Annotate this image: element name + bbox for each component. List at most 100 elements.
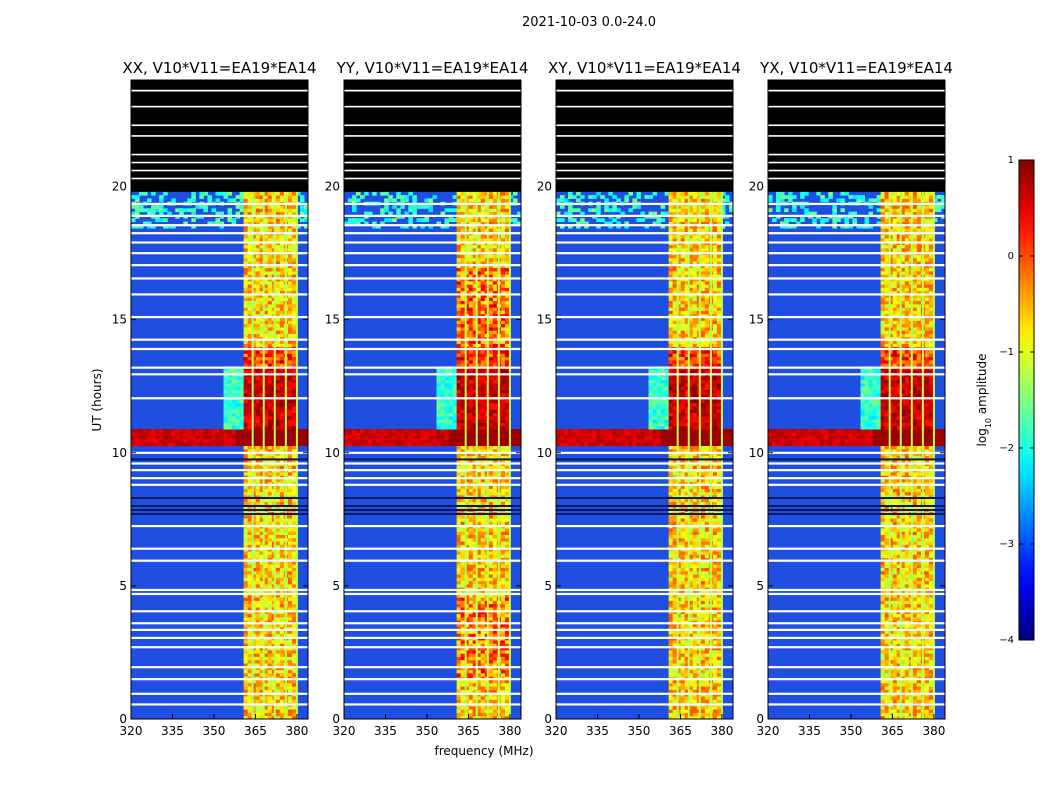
heatmap-cell xyxy=(441,403,446,407)
heatmap-cell xyxy=(280,617,285,621)
heatmap-cell xyxy=(280,310,285,314)
heatmap-cell xyxy=(457,686,462,690)
heatmap-cell xyxy=(292,429,297,433)
heatmap-cell xyxy=(292,531,297,535)
heatmap-cell xyxy=(445,383,450,387)
heatmap-cell xyxy=(489,403,494,407)
heatmap-cell xyxy=(461,419,466,423)
heatmap-cell xyxy=(449,409,454,413)
heatmap-cell xyxy=(244,383,249,387)
heatmap-cell xyxy=(256,686,261,690)
heatmap-cell xyxy=(276,357,281,361)
heatmap-cell xyxy=(280,350,285,354)
heatmap-cell xyxy=(292,376,297,380)
heatmap-cell xyxy=(481,320,486,324)
heatmap-cell xyxy=(461,304,466,308)
heatmap-cell xyxy=(461,706,466,710)
heatmap-cell xyxy=(493,287,498,291)
heatmap-cell xyxy=(276,353,281,357)
heatmap-cell xyxy=(276,324,281,328)
heatmap-cell xyxy=(513,198,518,202)
heatmap-cell xyxy=(280,363,285,367)
heatmap-cell xyxy=(256,403,261,407)
heatmap-cell xyxy=(240,439,245,443)
heatmap-cell xyxy=(457,320,462,324)
heatmap-cell xyxy=(505,363,510,367)
heatmap-cell xyxy=(457,386,462,390)
heatmap-cell xyxy=(280,320,285,324)
heatmap-cell xyxy=(513,218,518,222)
heatmap-cell xyxy=(203,436,208,440)
heatmap-cell xyxy=(481,581,486,585)
heatmap-cell xyxy=(276,195,281,199)
heatmap-cell xyxy=(300,429,305,433)
heatmap-cell xyxy=(163,429,168,433)
flagged-row xyxy=(131,232,308,234)
heatmap-cell xyxy=(441,399,446,403)
heatmap-cell xyxy=(348,218,353,222)
heatmap-cell xyxy=(445,432,450,436)
heatmap-cell xyxy=(481,492,486,496)
heatmap-cell xyxy=(505,380,510,384)
heatmap-cell xyxy=(505,518,510,522)
heatmap-cell xyxy=(445,409,450,413)
heatmap-cell xyxy=(248,403,253,407)
heatmap-cell xyxy=(493,380,498,384)
heatmap-cell xyxy=(344,442,349,446)
heatmap-cell xyxy=(248,571,253,575)
heatmap-cell xyxy=(461,656,466,660)
heatmap-cell xyxy=(505,472,510,476)
heatmap-cell xyxy=(280,531,285,535)
heatmap-cell xyxy=(501,446,506,450)
heatmap-cell xyxy=(256,699,261,703)
heatmap-cell xyxy=(481,604,486,608)
heatmap-cell xyxy=(292,380,297,384)
heatmap-cell xyxy=(244,198,249,202)
heatmap-cell xyxy=(457,604,462,608)
heatmap-cell xyxy=(236,422,241,426)
heatmap-cell xyxy=(380,432,385,436)
heatmap-cell xyxy=(489,571,494,575)
heatmap-cell xyxy=(457,518,462,522)
heatmap-cell xyxy=(461,528,466,532)
heatmap-cell xyxy=(248,287,253,291)
heatmap-cell xyxy=(501,297,506,301)
heatmap-cell xyxy=(288,281,293,285)
heatmap-cell xyxy=(461,660,466,664)
heatmap-cell xyxy=(501,551,506,555)
heatmap-cell xyxy=(211,429,216,433)
heatmap-cell xyxy=(280,604,285,608)
heatmap-cell xyxy=(276,604,281,608)
heatmap-cell xyxy=(244,465,249,469)
heatmap-cell xyxy=(276,502,281,506)
heatmap-cell xyxy=(501,564,506,568)
heatmap-cell xyxy=(469,614,474,618)
heatmap-cell xyxy=(244,419,249,423)
heatmap-cell xyxy=(256,436,261,440)
heatmap-cell xyxy=(469,650,474,654)
heatmap-cell xyxy=(276,689,281,693)
heatmap-cell xyxy=(457,426,462,430)
heatmap-cell xyxy=(493,436,498,440)
heatmap-cell xyxy=(505,564,510,568)
heatmap-cell xyxy=(501,304,506,308)
heatmap-cell xyxy=(481,600,486,604)
heatmap-cell xyxy=(457,564,462,568)
heatmap-cell xyxy=(493,334,498,338)
heatmap-cell xyxy=(256,281,261,285)
heatmap-cell xyxy=(276,218,281,222)
heatmap-cell xyxy=(288,656,293,660)
heatmap-cell xyxy=(151,442,156,446)
heatmap-cell xyxy=(276,551,281,555)
heatmap-cell xyxy=(481,670,486,674)
heatmap-cell xyxy=(481,393,486,397)
heatmap-cell xyxy=(288,268,293,272)
heatmap-cell xyxy=(489,363,494,367)
heatmap-cell xyxy=(244,218,249,222)
heatmap-cell xyxy=(461,521,466,525)
heatmap-cell xyxy=(268,653,273,657)
heatmap-cell xyxy=(489,472,494,476)
heatmap-cell xyxy=(131,218,136,222)
heatmap-cell xyxy=(489,528,494,532)
heatmap-cell xyxy=(356,429,361,433)
